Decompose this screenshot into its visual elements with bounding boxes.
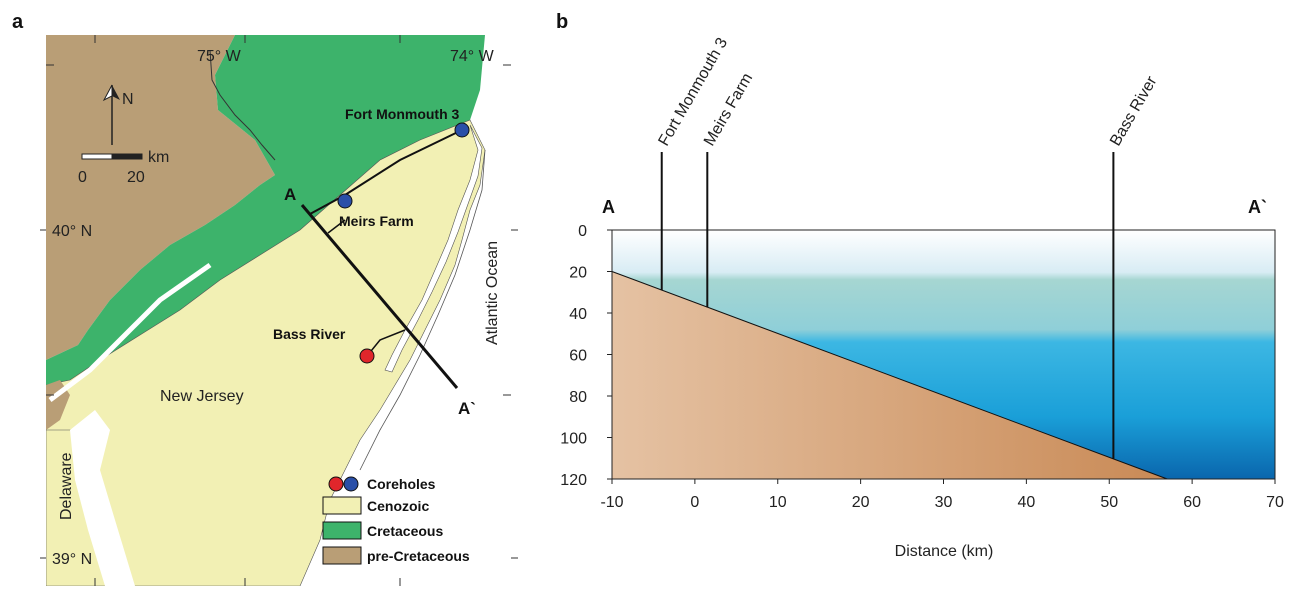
site-bass-river-marker [359,348,375,364]
map-legend: Coreholes Cenozoic Cretaceous pre-Cretac… [322,476,470,565]
map-frame-ticks [40,35,518,586]
panel-a-label: a [12,11,24,33]
cretaceous-area [46,35,485,385]
site-label-2: Bass River [1107,73,1161,149]
delaware-river [48,262,212,402]
site-fort-monmouth-3-label: Fort Monmouth 3 [345,106,460,122]
site-fort-monmouth-3-marker [454,122,470,138]
y-tick-label-0: 0 [578,223,587,240]
y-tick-label-60: 60 [569,348,587,365]
seafloor-line [611,271,1168,480]
x-tick-label-70: 70 [1266,494,1284,511]
legend-dot-red [328,476,344,492]
latitude-label-39n: 39° N [52,551,92,568]
legend-dot-blue [343,476,359,492]
longitude-label-74w: 74° W [450,48,495,65]
x-tick-label-60: 60 [1183,494,1201,511]
site-meirs-farm-marker [337,193,353,209]
legend-cenozoic-label: Cenozoic [367,498,429,514]
x-tick-label-50: 50 [1100,494,1118,511]
legend-pre-cretaceous-label: pre-Cretaceous [367,548,470,564]
section-start-label: A [284,185,296,204]
site-meirs-farm-label: Meirs Farm [339,213,414,229]
legend-pre-cretaceous-swatch [322,546,362,565]
scale-unit: km [148,149,169,166]
place-delaware: Delaware [58,452,75,520]
x-tick-label-10: 10 [769,494,787,511]
x-tick-label--10: -10 [600,494,623,511]
site-label-1: Meirs Farm [701,70,756,149]
x-tick-label-0: 0 [690,494,699,511]
delaware-bay [70,410,135,586]
panel-b-label: b [556,11,568,33]
legend-cretaceous-label: Cretaceous [367,523,443,539]
scale-tick-0: 0 [78,169,87,186]
latitude-label-40n: 40° N [52,223,92,240]
legend-cenozoic-swatch [322,496,362,515]
y-tick-label-120: 120 [560,472,587,489]
x-tick-label-30: 30 [935,494,953,511]
north-arrow-icon [102,84,120,145]
river-line [209,49,276,161]
y-tick-label-40: 40 [569,306,587,323]
coastal-bays [384,124,483,373]
cenozoic-area [46,119,486,586]
pre-cretaceous-area [46,35,275,360]
section-end-right-label: A` [1248,197,1267,217]
place-atlantic-ocean: Atlantic Ocean [484,241,501,345]
section-end-left-label: A [602,197,615,217]
x-tick-label-40: 40 [1017,494,1035,511]
section-end-label: A` [458,399,476,418]
place-new-jersey: New Jersey [160,388,244,405]
scale-bar [81,153,143,160]
x-axis-title: Distance (km) [895,543,994,560]
scale-tick-20: 20 [127,169,145,186]
north-label: N [122,91,134,108]
longitude-label-75w: 75° W [197,48,242,65]
legend-cretaceous-swatch [322,521,362,540]
y-tick-label-100: 100 [560,431,587,448]
y-tick-label-20: 20 [569,265,587,282]
x-tick-label-20: 20 [852,494,870,511]
site-bass-river-label: Bass River [273,326,346,342]
legend-coreholes-label: Coreholes [367,476,436,492]
barrier-island [359,149,486,471]
map [46,35,511,586]
y-tick-label-80: 80 [569,389,587,406]
